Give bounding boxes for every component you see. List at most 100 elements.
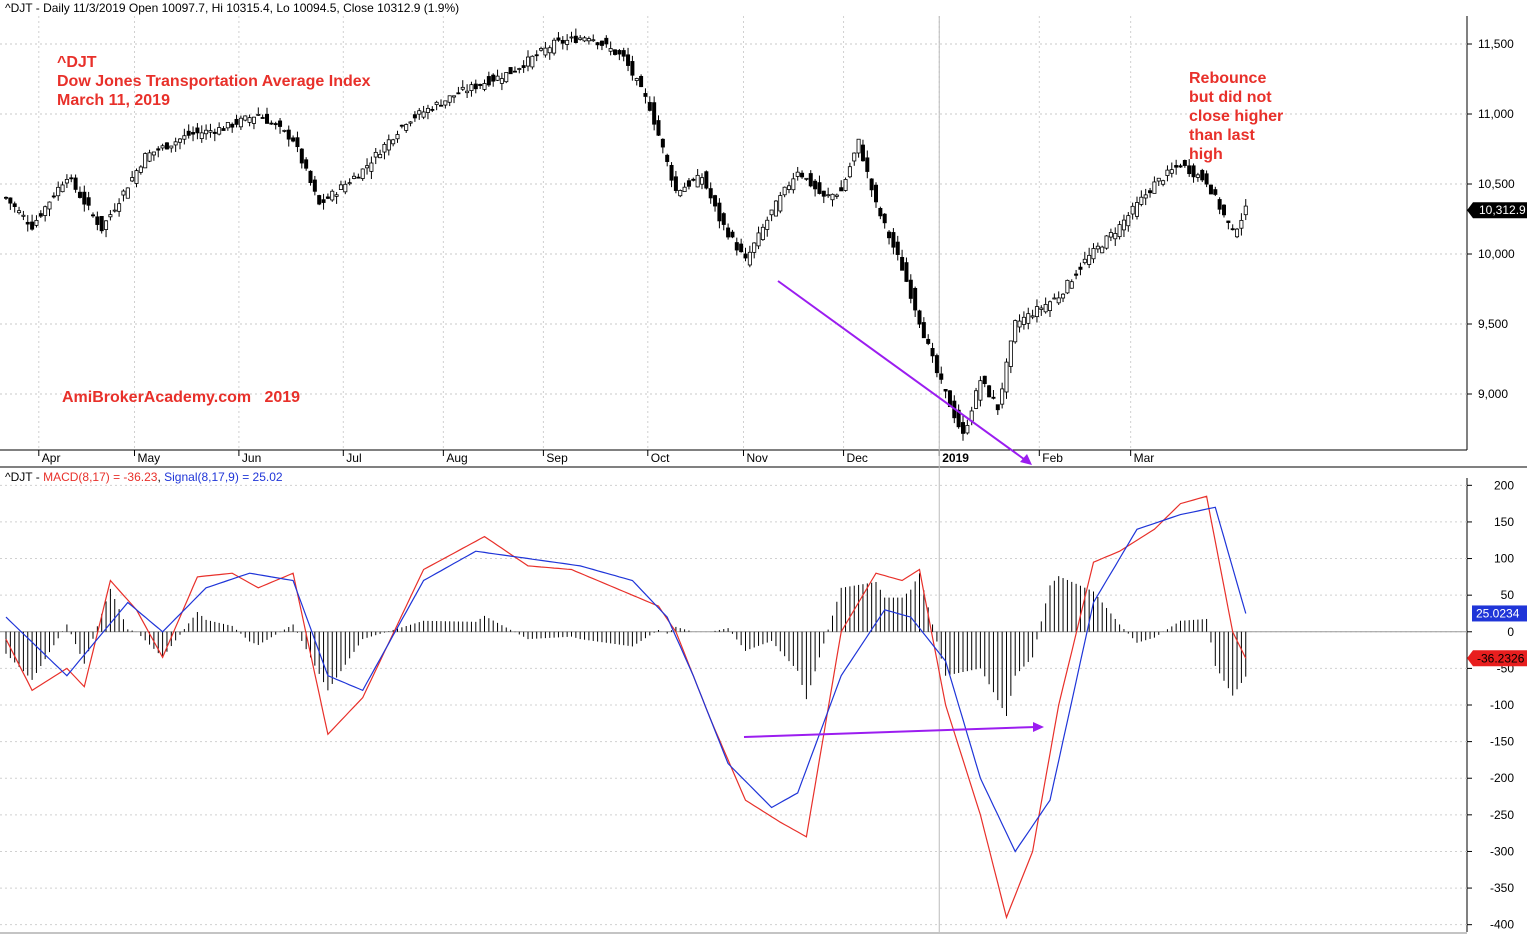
candle-up <box>1069 281 1074 289</box>
candle-down <box>647 102 652 111</box>
candle-up <box>282 129 287 132</box>
candle-down <box>4 196 9 199</box>
candle-down <box>599 40 604 46</box>
month-tick-label: Apr <box>42 451 61 465</box>
candle-up <box>138 166 143 173</box>
macd-header-sep: , <box>157 470 165 484</box>
candle-up <box>56 186 61 197</box>
candle-up <box>482 83 487 90</box>
candle-up <box>634 78 639 81</box>
macd-panel-header: ^DJT - MACD(8,17) = -36.23, Signal(8,17,… <box>5 470 283 484</box>
candle-down <box>234 118 239 125</box>
candle-down <box>874 184 879 203</box>
candle-down <box>1182 160 1187 166</box>
candle-down <box>308 170 313 183</box>
candle-up <box>1126 215 1131 227</box>
candle-down <box>1078 266 1083 270</box>
candle-down <box>325 196 330 199</box>
candle-down <box>734 242 739 251</box>
candle-up <box>965 425 970 434</box>
candle-up <box>143 153 148 169</box>
candle-down <box>1208 184 1213 195</box>
candle-down <box>556 37 561 41</box>
month-tick-label: Feb <box>1042 451 1063 465</box>
candle-up <box>1091 248 1096 260</box>
candle-up <box>251 116 256 124</box>
month-tick-label: Sep <box>546 451 568 465</box>
candle-down <box>473 83 478 90</box>
price-tick-label: 10,500 <box>1478 177 1515 191</box>
candle-down <box>77 191 82 198</box>
candle-up <box>504 72 509 83</box>
candle-down <box>321 199 326 203</box>
candle-down <box>12 203 17 207</box>
candle-up <box>1008 340 1013 367</box>
candle-down <box>1148 190 1153 194</box>
candle-up <box>569 36 574 39</box>
candle-down <box>1230 228 1235 231</box>
candle-up <box>125 187 130 199</box>
candle-down <box>1187 165 1192 175</box>
candle-up <box>1139 196 1144 205</box>
candle-up <box>369 162 374 172</box>
candle-up <box>465 90 470 94</box>
candle-down <box>478 83 483 86</box>
candle-down <box>412 114 417 119</box>
macd-header-symbol: ^DJT - <box>5 470 44 484</box>
candle-up <box>1030 315 1035 318</box>
candle-up <box>1130 205 1135 215</box>
candle-up <box>1135 202 1140 217</box>
candle-up <box>365 165 370 169</box>
candle-up <box>586 38 591 42</box>
candle-down <box>895 241 900 255</box>
candle-down <box>621 50 626 57</box>
candle-down <box>730 231 735 238</box>
price-panel-header: ^DJT - Daily 11/3/2019 Open 10097.7, Hi … <box>5 1 460 15</box>
candle-up <box>421 111 426 118</box>
candle-up <box>695 174 700 188</box>
candle-down <box>1213 189 1218 195</box>
macd-divergence-line <box>743 726 1037 738</box>
candle-down <box>595 42 600 46</box>
macd-tick-label: -100 <box>1490 698 1514 712</box>
candle-down <box>312 179 317 192</box>
candle-up <box>404 124 409 131</box>
candle-down <box>956 409 961 428</box>
month-tick-label: Mar <box>1134 451 1155 465</box>
candle-up <box>552 39 557 54</box>
candle-up <box>334 194 339 197</box>
candle-up <box>434 101 439 105</box>
candle-up <box>1056 297 1061 304</box>
candle-down <box>191 132 196 135</box>
candle-down <box>521 65 526 68</box>
candle-up <box>60 184 65 193</box>
candle-up <box>378 154 383 159</box>
candle-up <box>1021 316 1026 325</box>
candle-down <box>643 93 648 97</box>
candle-down <box>656 120 661 136</box>
candle-up <box>243 115 248 121</box>
candle-up <box>978 380 983 401</box>
candle-down <box>721 213 726 225</box>
candle-down <box>260 117 265 119</box>
month-tick-label: Nov <box>747 451 768 465</box>
candle-up <box>582 37 587 42</box>
rebounce-annotation-line3: close higher <box>1189 108 1284 125</box>
candle-up <box>360 168 365 179</box>
candle-down <box>8 197 13 204</box>
candle-down <box>1200 169 1205 181</box>
candle-up <box>1165 169 1170 176</box>
candle-down <box>743 253 748 259</box>
candle-up <box>351 175 356 179</box>
candle-down <box>69 177 74 180</box>
candle-up <box>1239 219 1244 229</box>
candle-down <box>508 67 513 75</box>
candle-down <box>486 76 491 86</box>
candle-up <box>108 214 113 218</box>
candle-up <box>756 232 761 247</box>
candle-down <box>573 35 578 43</box>
candle-up <box>34 219 39 226</box>
candle-down <box>291 137 296 142</box>
candle-up <box>130 177 135 182</box>
